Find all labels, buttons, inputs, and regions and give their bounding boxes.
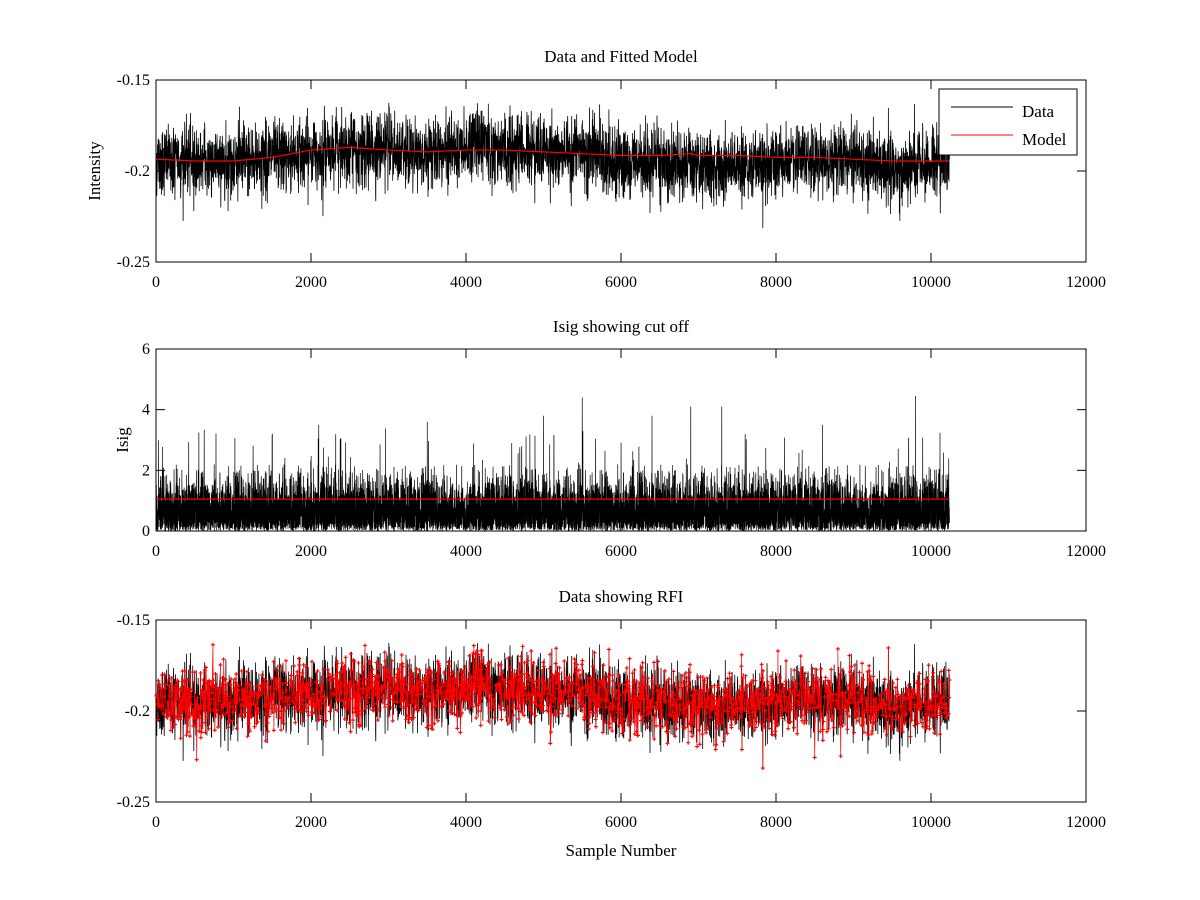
- isig-series-line: [155, 396, 950, 532]
- chart-title: Data showing RFI: [559, 587, 684, 606]
- x-tick-label: 6000: [605, 274, 637, 291]
- x-tick-label: 12000: [1066, 274, 1106, 291]
- x-tick-label: 0: [152, 274, 160, 291]
- ticks-layer: 0 2000 4000 6000 8000 10000 12000 0 2 4 6: [142, 341, 1106, 560]
- x-tick-label: 8000: [760, 814, 792, 831]
- x-tick-label: 12000: [1066, 543, 1106, 560]
- x-axis-label: Sample Number: [566, 841, 677, 860]
- x-tick-label: 6000: [605, 543, 637, 560]
- rfi-markers: [154, 642, 952, 771]
- x-tick-label: 6000: [605, 814, 637, 831]
- x-tick-label: 4000: [450, 814, 482, 831]
- chart-title: Isig showing cut off: [553, 317, 689, 336]
- legend-model-label: Model: [1022, 130, 1067, 149]
- y-tick-label: -0.15: [117, 72, 150, 89]
- y-tick-label: 4: [142, 402, 150, 419]
- rfi-connector-line: [156, 644, 950, 769]
- y-tick-label: -0.25: [117, 254, 150, 271]
- x-tick-label: 8000: [760, 274, 792, 291]
- panel-data-and-model: Data and Fitted Model Intensity 0 2000 400…: [85, 47, 1106, 291]
- panel-data-rfi: Data showing RFI 0 2000 4000 6000 8000 10000 1…: [117, 587, 1106, 860]
- x-tick-label: 2000: [295, 814, 327, 831]
- y-axis-label: Intensity: [85, 141, 104, 201]
- ticks-layer: 0 2000 4000 6000 8000 10000 12000 -0.15 -0.2 -0.2…: [117, 72, 1106, 291]
- x-tick-label: 12000: [1066, 814, 1106, 831]
- x-tick-label: 2000: [295, 274, 327, 291]
- model-series-line: [155, 146, 950, 162]
- chart-title: Data and Fitted Model: [544, 47, 698, 66]
- x-tick-label: 10000: [911, 543, 951, 560]
- y-tick-label: 2: [142, 462, 150, 479]
- series-layer: [155, 396, 950, 532]
- legend-data-label: Data: [1022, 102, 1055, 121]
- data-series-line: [155, 102, 950, 229]
- y-tick-label: -0.15: [117, 612, 150, 629]
- x-tick-label: 2000: [295, 543, 327, 560]
- x-tick-label: 10000: [911, 274, 951, 291]
- series-layer: [154, 642, 952, 771]
- y-tick-label: -0.2: [125, 163, 150, 180]
- x-tick-label: 10000: [911, 814, 951, 831]
- y-tick-label: 0: [142, 523, 150, 540]
- y-tick-label: -0.25: [117, 794, 150, 811]
- legend-box: [938, 88, 1078, 156]
- x-tick-label: 4000: [450, 274, 482, 291]
- x-tick-label: 8000: [760, 543, 792, 560]
- x-tick-label: 4000: [450, 543, 482, 560]
- ticks-layer: 0 2000 4000 6000 8000 10000 12000 -0.15 -0.2 -0.2…: [117, 612, 1106, 831]
- x-tick-label: 0: [152, 814, 160, 831]
- y-tick-label: -0.2: [125, 703, 150, 720]
- series-layer: [155, 102, 950, 229]
- legend[interactable]: Data Model: [938, 88, 1078, 156]
- y-tick-label: 6: [142, 341, 150, 358]
- y-axis-label: Isig: [113, 427, 132, 453]
- x-tick-label: 0: [152, 543, 160, 560]
- panel-isig-cutoff: Isig showing cut off Isig 0 2000 4000 6000 8…: [113, 317, 1106, 560]
